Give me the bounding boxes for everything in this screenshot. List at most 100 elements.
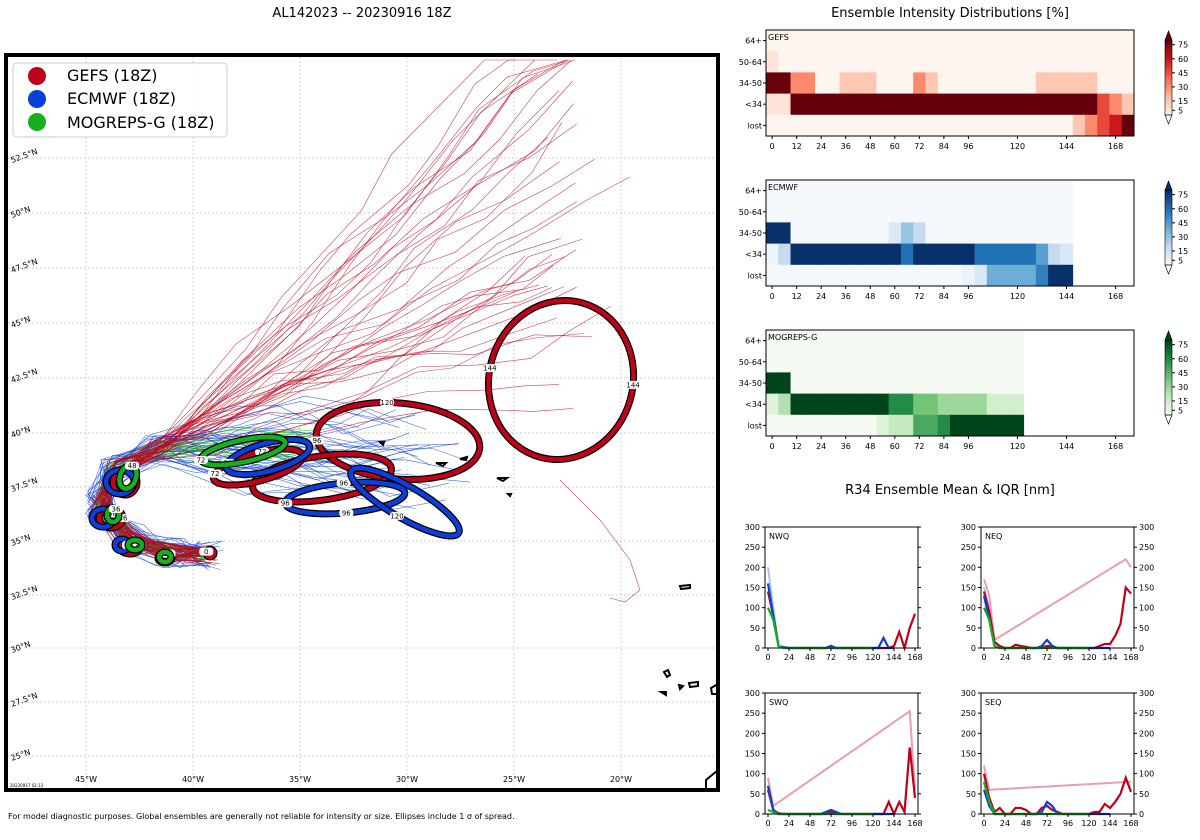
colorbar-segment xyxy=(1165,110,1172,113)
heatmap-cell xyxy=(999,243,1012,266)
heatmap-y-label: 34-50 xyxy=(739,79,762,88)
r34-y-label: 200 xyxy=(961,729,976,738)
heatmap-cell xyxy=(790,264,804,287)
heatmap-cell xyxy=(766,222,779,245)
heatmap-cell xyxy=(1109,72,1123,95)
heatmap-y-label: 64+ xyxy=(745,187,762,196)
r34-y-label: 0 xyxy=(971,644,976,653)
colorbar-segment xyxy=(1165,390,1172,393)
heatmap-cell xyxy=(999,180,1012,202)
heatmap-cell xyxy=(766,30,779,52)
island xyxy=(459,455,469,462)
heatmap-cell xyxy=(986,180,1000,202)
heatmap-cell xyxy=(962,393,976,416)
heatmap-cell xyxy=(778,30,792,52)
colorbar-segment xyxy=(1165,105,1172,108)
heatmap-cell xyxy=(900,243,914,266)
heatmap-cell xyxy=(802,114,816,137)
r34-y-label-right: 200 xyxy=(1139,729,1154,738)
heatmap-cell xyxy=(851,243,865,266)
heatmap-cell xyxy=(1060,180,1074,202)
island xyxy=(677,683,685,691)
heatmap-cell xyxy=(802,180,816,202)
heatmap-cell xyxy=(1048,93,1061,116)
legend-gefs-label: GEFS (18Z) xyxy=(67,66,157,85)
r34-y-label: 250 xyxy=(745,709,760,718)
r34-y-label: 250 xyxy=(745,543,760,552)
r34-x-label: 144 xyxy=(886,819,901,828)
r34-x-label: 120 xyxy=(1081,819,1096,828)
heatmap-cell xyxy=(1011,351,1025,373)
heatmap-cell xyxy=(839,243,853,266)
heatmap-cell xyxy=(827,72,841,95)
ellipse-label: 96 xyxy=(281,500,290,508)
heatmap-cell xyxy=(913,330,926,352)
heatmap-cell xyxy=(986,372,1000,395)
colorbar-segment xyxy=(1165,340,1172,343)
heatmap-cell xyxy=(864,414,877,437)
heatmap-cell xyxy=(986,222,1000,245)
heatmap-cell xyxy=(1048,222,1061,245)
heatmap-cell xyxy=(913,114,926,137)
r34-y-label: 300 xyxy=(961,523,976,532)
r34-x-label: 48 xyxy=(1021,819,1031,828)
heatmap-cell xyxy=(937,93,951,116)
ensemble-track xyxy=(92,384,560,552)
heatmap-cell xyxy=(1060,201,1074,223)
heatmap-cell xyxy=(802,51,816,73)
heatmap-cell xyxy=(790,180,804,202)
colorbar-segment xyxy=(1165,262,1172,266)
heatmap-cell xyxy=(827,243,841,266)
r34-panel-label: NEQ xyxy=(985,532,1002,541)
heatmap-cell xyxy=(876,351,890,373)
r34-y-label: 100 xyxy=(745,604,760,613)
heatmap-cell xyxy=(1035,264,1049,287)
ensemble-track xyxy=(107,59,569,562)
map-frame xyxy=(4,53,720,792)
colorbar-label: 30 xyxy=(1178,383,1188,392)
heatmap-y-label: 64+ xyxy=(745,337,762,346)
colorbar-segment xyxy=(1165,255,1172,258)
colorbar-segment xyxy=(1165,222,1172,226)
heatmap-cell xyxy=(950,180,963,202)
ellipse-label: 96 xyxy=(342,509,351,517)
heatmap-cell xyxy=(937,114,951,137)
heatmap-cell xyxy=(974,351,988,373)
heatmap-cell xyxy=(888,93,902,116)
ellipse-label: 72 xyxy=(196,456,205,464)
heatmap-cell xyxy=(937,51,951,73)
ensemble-track xyxy=(103,291,517,553)
heatmap-x-label: 120 xyxy=(1010,292,1025,301)
island xyxy=(678,583,691,591)
r34-y-label-right: 300 xyxy=(1139,689,1154,698)
colorbar-segment xyxy=(1165,247,1172,251)
heatmap-cell xyxy=(766,114,779,137)
r34-y-label-right: 200 xyxy=(1139,563,1154,572)
heatmap-cell xyxy=(888,414,902,437)
heatmap-cell xyxy=(839,72,853,95)
heatmap-frame xyxy=(765,29,1135,137)
r34-panel-background xyxy=(765,527,918,648)
colorbar-segment xyxy=(1165,245,1172,248)
heatmap-cell xyxy=(839,414,853,437)
heatmap-x-label: 84 xyxy=(939,142,949,151)
heatmap-cell xyxy=(1011,51,1025,73)
heatmap-y-label: lost xyxy=(748,271,762,280)
heatmap-x-label: 0 xyxy=(770,292,775,301)
heatmap-cell xyxy=(888,243,902,266)
heatmap-cell xyxy=(974,72,988,95)
heatmap-cell xyxy=(986,93,1000,116)
heatmap-cell xyxy=(925,222,939,245)
r34-x-label: 0 xyxy=(981,819,986,828)
r34-x-label: 120 xyxy=(865,653,880,662)
ensemble-track xyxy=(99,201,578,561)
heatmap-x-label: 24 xyxy=(816,142,826,151)
colorbar-label: 45 xyxy=(1178,219,1188,228)
heatmap-cell xyxy=(913,93,926,116)
intensity-title: Ensemble Intensity Distributions [%] xyxy=(831,6,1069,21)
heatmap-cell xyxy=(766,330,779,352)
heatmap-cell xyxy=(962,330,976,352)
heatmap-cell xyxy=(1060,243,1074,266)
heatmap-cell xyxy=(986,114,1000,137)
